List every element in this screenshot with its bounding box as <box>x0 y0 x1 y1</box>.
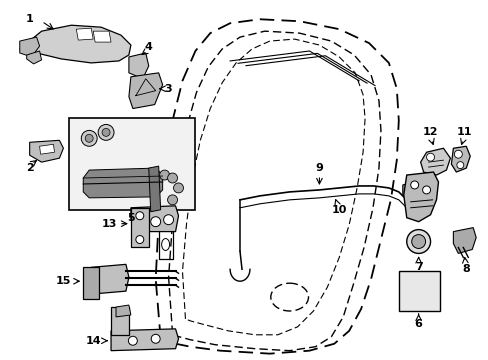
Polygon shape <box>402 183 414 197</box>
Circle shape <box>136 235 143 243</box>
Polygon shape <box>20 25 131 63</box>
Text: 6: 6 <box>414 319 422 329</box>
Polygon shape <box>76 28 93 40</box>
Text: 10: 10 <box>331 205 346 215</box>
Text: 5: 5 <box>127 213 134 223</box>
Circle shape <box>167 173 177 183</box>
Bar <box>69 118 195 210</box>
Text: 13: 13 <box>101 219 117 229</box>
Circle shape <box>406 230 429 253</box>
Circle shape <box>411 235 425 248</box>
Polygon shape <box>403 172 438 222</box>
Text: 1: 1 <box>26 14 34 24</box>
Text: 3: 3 <box>164 84 172 94</box>
Circle shape <box>426 153 434 161</box>
Polygon shape <box>406 190 420 206</box>
Circle shape <box>102 129 110 136</box>
Polygon shape <box>91 264 129 294</box>
Bar <box>398 271 440 311</box>
Polygon shape <box>131 206 178 231</box>
Circle shape <box>167 195 177 205</box>
Polygon shape <box>129 73 163 109</box>
Circle shape <box>151 334 160 343</box>
Polygon shape <box>148 166 161 212</box>
Polygon shape <box>116 305 131 317</box>
Text: 2: 2 <box>26 163 34 173</box>
Text: 12: 12 <box>422 127 437 138</box>
Polygon shape <box>111 329 178 351</box>
Circle shape <box>422 186 429 194</box>
Polygon shape <box>20 37 40 57</box>
Polygon shape <box>111 307 129 335</box>
Circle shape <box>98 125 114 140</box>
Circle shape <box>173 183 183 193</box>
Circle shape <box>81 130 97 146</box>
Text: 8: 8 <box>462 264 469 274</box>
Circle shape <box>136 212 143 220</box>
Polygon shape <box>27 51 41 64</box>
Polygon shape <box>40 144 54 154</box>
Polygon shape <box>30 140 63 162</box>
Text: 15: 15 <box>56 276 71 286</box>
Polygon shape <box>83 267 99 299</box>
Circle shape <box>453 150 461 158</box>
Polygon shape <box>420 148 449 175</box>
Text: 4: 4 <box>144 42 152 52</box>
Text: 9: 9 <box>315 163 323 173</box>
Polygon shape <box>131 208 148 247</box>
Circle shape <box>163 215 173 225</box>
Text: 7: 7 <box>414 262 422 272</box>
Text: 14: 14 <box>85 336 101 346</box>
Polygon shape <box>452 228 475 253</box>
Circle shape <box>128 336 137 345</box>
Circle shape <box>160 170 169 180</box>
Polygon shape <box>129 53 148 79</box>
Circle shape <box>85 134 93 142</box>
Polygon shape <box>450 146 469 172</box>
Polygon shape <box>93 31 111 42</box>
Circle shape <box>456 162 463 168</box>
Polygon shape <box>83 168 163 198</box>
Circle shape <box>150 217 161 227</box>
Text: 11: 11 <box>456 127 471 138</box>
Circle shape <box>410 181 418 189</box>
